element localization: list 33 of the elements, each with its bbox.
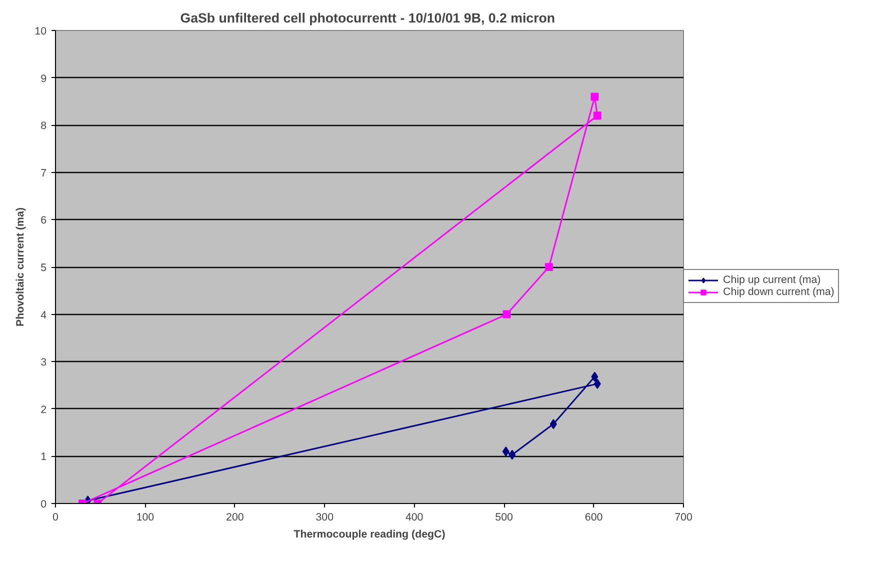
y-tick-label: 10	[34, 26, 47, 38]
y-tick-label: 7	[40, 167, 47, 180]
legend-label: Chip down current (ma)	[723, 286, 834, 298]
y-tick-label: 5	[40, 262, 47, 274]
y-tick-label: 6	[40, 214, 47, 227]
point	[594, 378, 601, 389]
x-tick-label: 700	[674, 512, 692, 524]
point	[502, 446, 510, 456]
x-tick-label: 400	[405, 512, 424, 524]
point	[591, 372, 598, 382]
chart-title: GaSb unfiltered cell photocurrentt - 10/10/01 9B, 0.2 micron	[180, 10, 556, 26]
y-axis-title: Phovoltaic current (ma)	[14, 207, 27, 327]
y-tick-label: 3	[40, 356, 47, 369]
x-tick-label: 100	[136, 512, 154, 524]
x-tick-label: 0	[52, 512, 59, 524]
x-tick-label: 500	[495, 512, 514, 524]
point	[508, 450, 516, 460]
point	[502, 310, 511, 318]
y-tick-label: 9	[40, 72, 47, 85]
y-tick-label: 2	[40, 404, 47, 416]
y-tick-label: 0	[40, 498, 47, 510]
point	[593, 112, 602, 120]
x-tick-label: 200	[226, 512, 244, 524]
x-tick-label: 300	[316, 512, 334, 524]
x-tick-label: 600	[584, 512, 603, 524]
y-tick-label: 4	[40, 309, 47, 322]
legend-label: Chip up current (ma)	[723, 274, 821, 286]
point	[544, 263, 553, 271]
y-tick-label: 1	[40, 451, 47, 464]
point	[550, 419, 557, 430]
x-axis-title: Thermocouple reading (degC)	[294, 528, 446, 540]
point	[590, 92, 599, 101]
y-tick-label: 8	[40, 120, 47, 132]
